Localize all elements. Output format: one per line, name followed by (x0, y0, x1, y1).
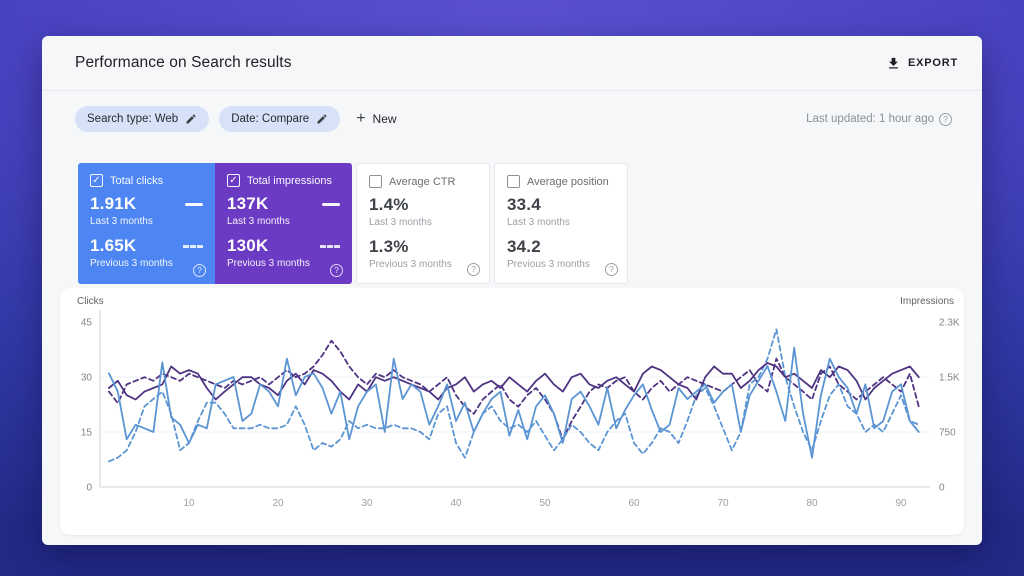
x-axis-tick: 30 (361, 498, 373, 509)
metric-current-period: Last 3 months (507, 217, 570, 228)
check-icon: ✓ (92, 174, 101, 186)
right-axis-tick: 2.3K (939, 318, 960, 329)
metric-current-period: Last 3 months (90, 216, 153, 227)
download-icon (886, 56, 901, 71)
performance-panel: Performance on Search results EXPORT Sea… (42, 36, 982, 545)
performance-chart[interactable]: 0 0 15 750 30 1.5K 45 2.3K 10 20 30 40 50 60 70 80 90 Cli… (60, 288, 964, 535)
x-axis-tick: 40 (450, 498, 462, 509)
last-updated: Last updated: 1 hour ago ? (806, 112, 952, 126)
x-axis-tick: 10 (183, 498, 195, 509)
filter-bar: Search type: Web Date: Compare + New Las… (42, 91, 982, 137)
pencil-icon (316, 113, 328, 125)
filter-chip-label: Date: Compare (231, 113, 310, 125)
metric-previous-period: Previous 3 months (369, 259, 452, 270)
left-axis-tick: 15 (81, 428, 93, 439)
metric-current-value: 1.91K (90, 194, 137, 213)
filter-chip-label: Search type: Web (87, 113, 179, 125)
chart-panel: 0 0 15 750 30 1.5K 45 2.3K 10 20 30 40 50 60 70 80 90 Cli… (60, 288, 964, 535)
metric-card-average-ctr[interactable]: Average CTR 1.4% Last 3 months 1.3% Prev… (356, 163, 490, 284)
x-axis-tick: 90 (895, 498, 907, 509)
last-updated-text: Last updated: 1 hour ago (806, 113, 934, 125)
metric-previous-value: 1.3% (369, 237, 409, 256)
filter-chip-date-compare[interactable]: Date: Compare (219, 106, 341, 132)
metric-previous-value: 130K (227, 236, 269, 255)
metric-cards-row: ✓ Total clicks 1.91K Last 3 months 1.65K… (78, 163, 982, 284)
metric-label: Total impressions (247, 174, 332, 187)
right-axis-tick: 750 (939, 428, 956, 439)
help-icon[interactable]: ? (605, 263, 618, 276)
metric-card-total-clicks[interactable]: ✓ Total clicks 1.91K Last 3 months 1.65K… (78, 163, 215, 284)
checkbox-total-impressions[interactable]: ✓ (227, 174, 240, 187)
metric-label: Average position (527, 175, 609, 188)
plus-icon: + (356, 110, 366, 127)
metric-previous-period: Previous 3 months (507, 259, 590, 270)
filter-chip-search-type[interactable]: Search type: Web (75, 106, 210, 132)
metric-label: Total clicks (110, 174, 164, 187)
new-filter-label: New (372, 112, 397, 126)
x-axis-tick: 60 (628, 498, 640, 509)
check-icon: ✓ (229, 174, 238, 186)
left-axis-tick: 0 (86, 483, 92, 494)
question-icon[interactable]: ? (939, 112, 952, 126)
solid-line-icon (322, 202, 340, 206)
checkbox-average-position[interactable] (507, 175, 520, 188)
metric-previous-period: Previous 3 months (227, 258, 310, 269)
metric-card-total-impressions[interactable]: ✓ Total impressions 137K Last 3 months 1… (215, 163, 352, 284)
chart-line-clicks-current (108, 346, 920, 459)
metric-current-value: 33.4 (507, 195, 541, 214)
dashed-line-icon (183, 244, 203, 248)
right-axis-tick: 1.5K (939, 373, 960, 384)
header-divider (42, 90, 982, 91)
metric-current-period: Last 3 months (369, 217, 432, 228)
x-axis-tick: 50 (539, 498, 551, 509)
metric-previous-period: Previous 3 months (90, 258, 173, 269)
right-axis-title: Impressions (900, 296, 954, 307)
help-icon[interactable]: ? (193, 264, 206, 277)
help-icon[interactable]: ? (467, 263, 480, 276)
dashed-line-icon (320, 244, 340, 248)
metric-previous-value: 34.2 (507, 237, 541, 256)
metric-current-value: 1.4% (369, 195, 409, 214)
panel-header: Performance on Search results EXPORT (42, 36, 982, 90)
checkbox-average-ctr[interactable] (369, 175, 382, 188)
right-axis-tick: 0 (939, 483, 945, 494)
left-axis-tick: 30 (81, 373, 93, 384)
metric-previous-value: 1.65K (90, 236, 137, 255)
metric-current-period: Last 3 months (227, 216, 290, 227)
left-axis-tick: 45 (81, 318, 93, 329)
x-axis-tick: 70 (717, 498, 729, 509)
export-button[interactable]: EXPORT (878, 50, 966, 77)
metric-card-average-position[interactable]: Average position 33.4 Last 3 months 34.2… (494, 163, 628, 284)
page-title: Performance on Search results (75, 54, 292, 71)
pencil-icon (185, 113, 197, 125)
left-axis-title: Clicks (77, 296, 104, 307)
x-axis-tick: 80 (806, 498, 818, 509)
new-filter-button[interactable]: + New (356, 111, 396, 127)
metric-label: Average CTR (389, 175, 456, 188)
solid-line-icon (185, 202, 203, 206)
help-icon[interactable]: ? (330, 264, 343, 277)
x-axis-tick: 20 (272, 498, 284, 509)
checkbox-total-clicks[interactable]: ✓ (90, 174, 103, 187)
export-label: EXPORT (907, 57, 958, 69)
metric-current-value: 137K (227, 194, 269, 213)
chart-line-impressions-current (108, 362, 920, 401)
chart-line-clicks-previous (108, 328, 920, 463)
